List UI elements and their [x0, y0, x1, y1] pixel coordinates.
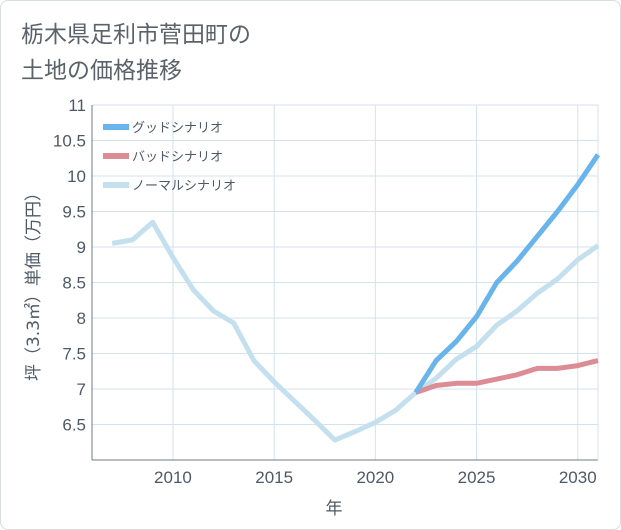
legend-label-0: グッドシナリオ: [132, 121, 223, 136]
y-tick-label: 9: [77, 238, 86, 257]
y-tick-label: 9.5: [62, 203, 86, 222]
legend-label-1: バッドシナリオ: [132, 150, 223, 165]
x-tick-label: 2020: [356, 468, 394, 487]
axis-labels: 年 坪（3.3㎡）単価（万円）: [24, 184, 343, 519]
x-tick-label: 2015: [255, 468, 293, 487]
y-tick-label: 6.5: [62, 416, 86, 435]
y-tick-label: 10.5: [53, 132, 86, 151]
series-line-0: [413, 153, 601, 394]
y-tick-label: 8: [77, 309, 86, 328]
series-line-2: [111, 219, 600, 443]
series-line-1: [414, 358, 599, 395]
y-axis-title: 坪（3.3㎡）単価（万円）: [24, 184, 44, 381]
y-tick-label: 8.5: [62, 274, 86, 293]
series-lines: [111, 153, 601, 443]
y-tick-label: 7.5: [62, 345, 86, 364]
grid: [92, 104, 598, 460]
x-tick-label: 2025: [458, 468, 496, 487]
y-tick-label: 11: [68, 96, 86, 115]
y-tick-label: 10: [67, 167, 86, 186]
y-tick-label: 7: [77, 380, 86, 399]
x-tick-label: 2030: [559, 468, 597, 487]
legend-label-2: ノーマルシナリオ: [132, 179, 236, 194]
x-axis-title: 年: [326, 499, 343, 519]
axes: 6.5 7 7.5 8 8.5 9 9.5 10 10.5 11 2010 2015 2020 2025 2…: [53, 96, 599, 487]
x-tick-label: 2010: [154, 468, 192, 487]
chart-title: 栃木県足利市菅田町の 土地の価格推移: [21, 22, 251, 84]
